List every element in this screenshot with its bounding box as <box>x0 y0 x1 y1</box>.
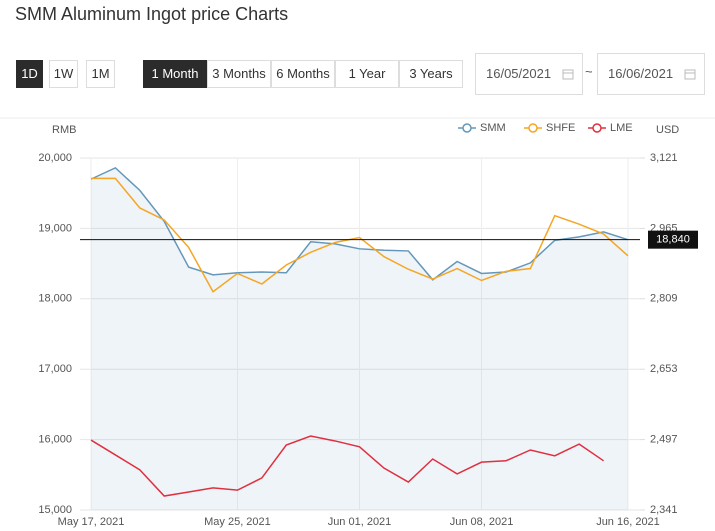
line <box>90 166 629 281</box>
area <box>91 167 628 510</box>
legend-label: SMM <box>480 122 506 134</box>
range-button[interactable]: 6 Months <box>271 60 335 88</box>
page-title: SMM Aluminum Ingot price Charts <box>15 4 289 24</box>
x-tick-label: Jun 01, 2021 <box>328 516 392 528</box>
range-button[interactable]: 3 Years <box>399 60 463 88</box>
calendar-icon <box>562 69 574 80</box>
reference-label-bg <box>648 230 698 249</box>
x-tick-label: May 17, 2021 <box>58 516 125 528</box>
line <box>90 435 605 497</box>
y-tick-label: 20,000 <box>38 152 72 164</box>
x-tick-label: May 25, 2021 <box>204 516 271 528</box>
y2-tick-label: 2,809 <box>650 293 678 305</box>
date-input[interactable]: 16/06/2021 <box>597 53 705 95</box>
legend-label: SHFE <box>546 122 575 134</box>
calendar-icon <box>684 69 696 80</box>
y2-tick-label: 2,497 <box>650 434 678 446</box>
y-axis-label: RMB <box>52 124 76 136</box>
line <box>91 177 629 293</box>
y-tick-label: 19,000 <box>38 222 72 234</box>
x-tick-label: Jun 16, 2021 <box>596 516 660 528</box>
range-button[interactable]: 1 Year <box>335 60 399 88</box>
y-tick-label: 17,000 <box>38 363 72 375</box>
legend-marker <box>462 123 472 133</box>
legend-marker <box>528 123 538 133</box>
y2-tick-label: 2,341 <box>650 504 678 516</box>
y-tick-label: 18,000 <box>38 293 72 305</box>
range-button[interactable]: 1M <box>86 60 115 88</box>
y2-axis-label: USD <box>656 124 679 136</box>
date-input[interactable]: 16/05/2021 <box>475 53 583 95</box>
y2-tick-label: 2,653 <box>650 363 678 375</box>
y-tick-label: 16,000 <box>38 434 72 446</box>
y2-tick-label: 3,121 <box>650 152 678 164</box>
range-button[interactable]: 1 Month <box>143 60 207 88</box>
y-tick-label: 15,000 <box>38 504 72 516</box>
legend-marker <box>592 123 602 133</box>
range-button[interactable]: 1D <box>16 60 43 88</box>
reference-label: 18,840 <box>656 234 690 246</box>
range-button[interactable]: 3 Months <box>207 60 271 88</box>
legend-label: LME <box>610 122 633 134</box>
date-separator: ~ <box>585 64 593 79</box>
x-tick-label: Jun 08, 2021 <box>450 516 514 528</box>
range-button[interactable]: 1W <box>49 60 78 88</box>
